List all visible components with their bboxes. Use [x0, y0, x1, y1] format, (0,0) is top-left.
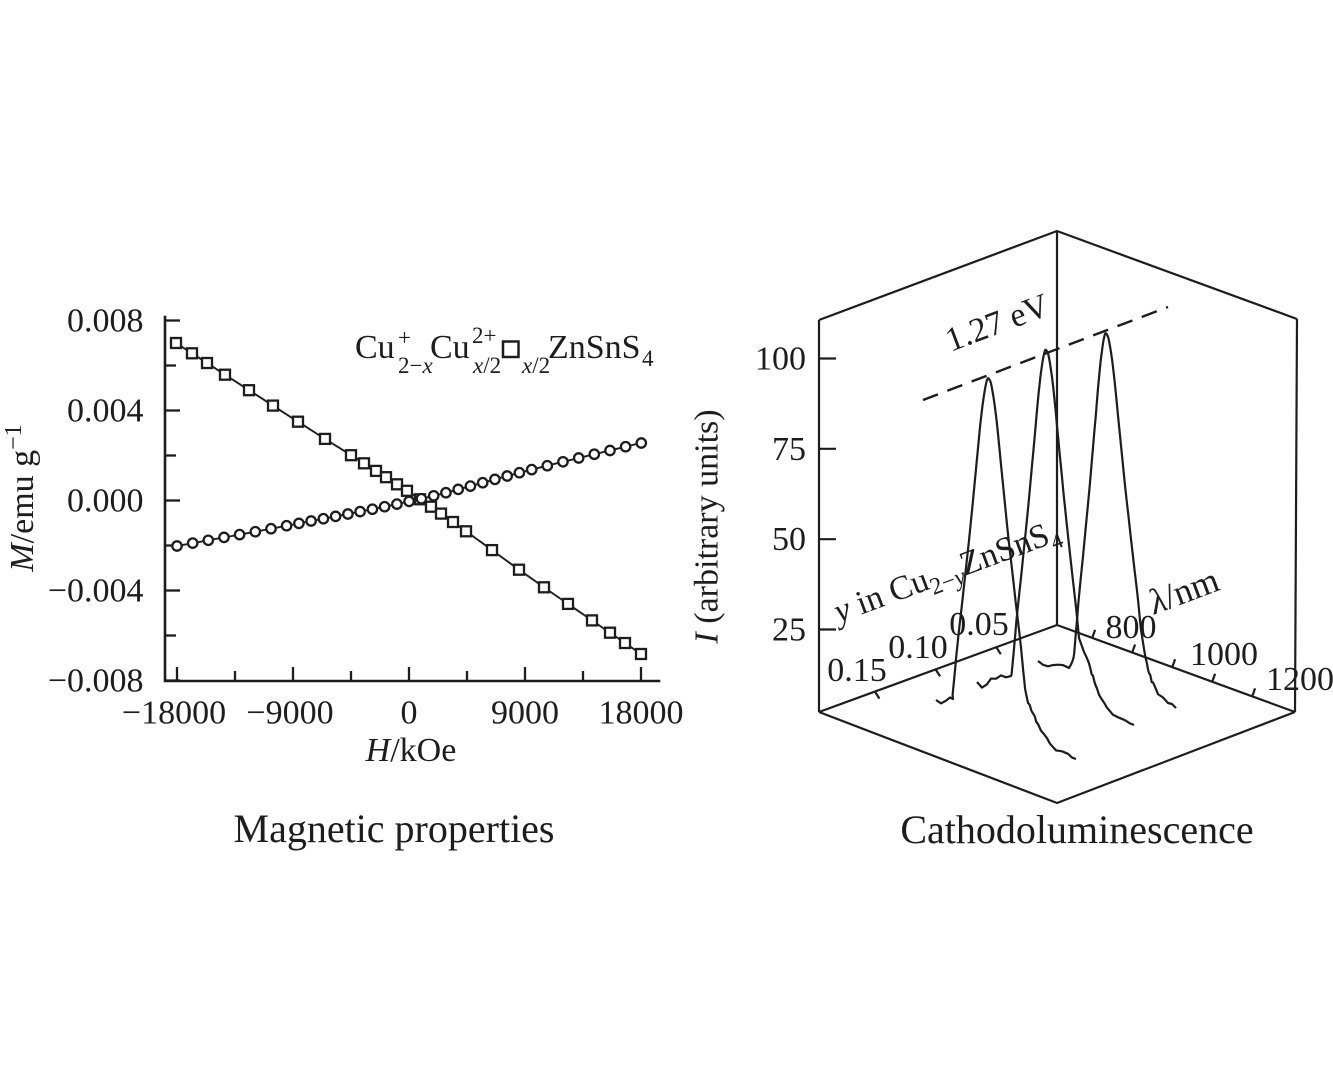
svg-text:800: 800 — [1106, 609, 1157, 646]
svg-text:9000: 9000 — [491, 695, 559, 732]
svg-text:−0.008: −0.008 — [48, 663, 144, 700]
svg-text:Cu: Cu — [355, 329, 395, 366]
svg-text:I (arbitrary units): I (arbitrary units) — [689, 409, 726, 644]
svg-text:M/emu g−1: M/emu g−1 — [1, 424, 41, 572]
svg-text:0: 0 — [401, 695, 418, 732]
svg-text:0.004: 0.004 — [67, 393, 144, 430]
svg-text:+: + — [398, 325, 411, 350]
svg-text:x/2: x/2 — [472, 353, 501, 378]
svg-text:y in Cu2−yZnSnS4: y in Cu2−yZnSnS4 — [826, 512, 1067, 636]
svg-text:0.15: 0.15 — [827, 652, 887, 689]
svg-text:x/2: x/2 — [521, 353, 550, 378]
svg-text:2−x: 2−x — [398, 353, 433, 378]
svg-text:2+: 2+ — [472, 323, 496, 348]
svg-text:100: 100 — [755, 341, 806, 378]
svg-text:Cu: Cu — [430, 329, 470, 366]
svg-text:−0.004: −0.004 — [48, 573, 144, 610]
svg-text:Cathodoluminescence: Cathodoluminescence — [900, 807, 1253, 852]
svg-text:ZnSnS: ZnSnS — [548, 329, 641, 366]
svg-text:Magnetic properties: Magnetic properties — [234, 806, 555, 851]
svg-text:H/kOe: H/kOe — [365, 732, 457, 769]
svg-text:0.10: 0.10 — [888, 629, 948, 666]
svg-text:18000: 18000 — [599, 695, 684, 732]
svg-text:25: 25 — [772, 612, 806, 649]
svg-text:50: 50 — [772, 521, 806, 558]
svg-text:1.27 eV: 1.27 eV — [940, 287, 1054, 360]
svg-text:1200: 1200 — [1266, 661, 1333, 698]
svg-text:1000: 1000 — [1190, 636, 1258, 673]
svg-text:0.000: 0.000 — [67, 483, 144, 520]
svg-text:75: 75 — [772, 431, 806, 468]
svg-text:0.008: 0.008 — [67, 303, 144, 340]
svg-text:λ/nm: λ/nm — [1142, 559, 1224, 622]
svg-text:4: 4 — [642, 346, 654, 371]
svg-text:−9000: −9000 — [246, 695, 333, 732]
svg-text:−18000: −18000 — [122, 695, 226, 732]
